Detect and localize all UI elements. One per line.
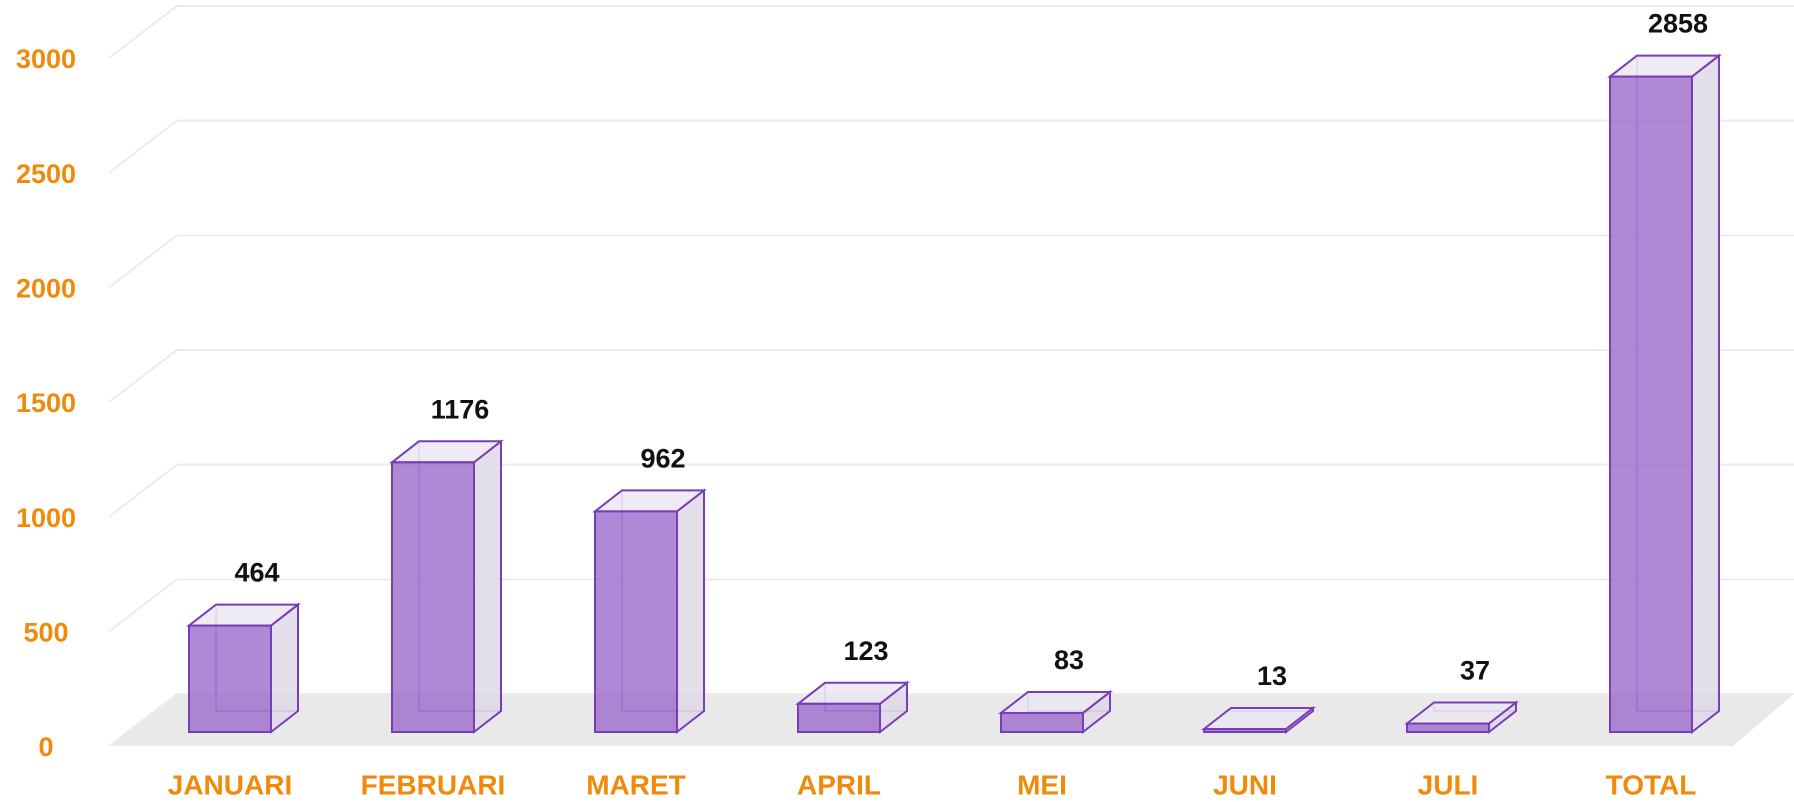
bar-front <box>188 624 272 734</box>
bar <box>1404 700 1519 735</box>
bar-front <box>797 702 881 733</box>
x-tick-label: MEI <box>1017 769 1067 800</box>
value-label: 13 <box>1257 661 1287 691</box>
grid-line <box>108 578 1794 633</box>
value-label: 1176 <box>431 394 490 424</box>
y-tick-label: 2000 <box>16 273 76 303</box>
bar-front <box>1203 728 1287 734</box>
y-tick-label: 1000 <box>16 503 76 533</box>
bar-front <box>594 510 678 734</box>
x-tick-label: MARET <box>586 769 686 800</box>
x-tick-label: JUNI <box>1213 769 1277 800</box>
grid-line <box>108 234 1794 289</box>
bar <box>592 488 707 735</box>
floor <box>109 694 1794 746</box>
bar <box>389 439 504 735</box>
x-tick-label: JULI <box>1418 769 1479 800</box>
bar <box>795 680 910 735</box>
bar-front <box>1000 711 1084 733</box>
y-tick-label: 3000 <box>16 44 76 74</box>
y-tick-label: 1500 <box>16 388 76 418</box>
value-label: 2858 <box>1648 9 1708 39</box>
y-tick-label: 500 <box>23 617 68 647</box>
grid-line <box>108 5 1794 59</box>
bar-side <box>473 439 502 735</box>
grid-line <box>108 693 1794 747</box>
bar-side <box>676 488 705 735</box>
x-tick-label: TOTAL <box>1606 769 1697 800</box>
y-tick-label: 2500 <box>16 159 76 189</box>
bar <box>998 689 1113 735</box>
value-label: 37 <box>1460 656 1490 686</box>
bar <box>1201 705 1316 735</box>
grid-line <box>108 463 1794 518</box>
value-label: 123 <box>843 636 888 666</box>
x-tick-label: APRIL <box>797 769 881 800</box>
x-tick-label: FEBRUARI <box>361 769 506 800</box>
value-label: 962 <box>640 444 685 474</box>
x-tick-label: JANUARI <box>168 769 292 800</box>
bar-front <box>1406 722 1490 733</box>
bar <box>186 602 301 735</box>
bar-side <box>1691 53 1720 735</box>
bar-front <box>1609 75 1693 734</box>
value-label: 83 <box>1054 645 1084 675</box>
bar <box>1607 53 1722 735</box>
value-label: 464 <box>234 558 279 588</box>
bar-front <box>391 461 475 733</box>
y-tick-label: 0 <box>38 732 53 762</box>
grid-line <box>108 349 1794 403</box>
grid-line <box>108 119 1794 174</box>
